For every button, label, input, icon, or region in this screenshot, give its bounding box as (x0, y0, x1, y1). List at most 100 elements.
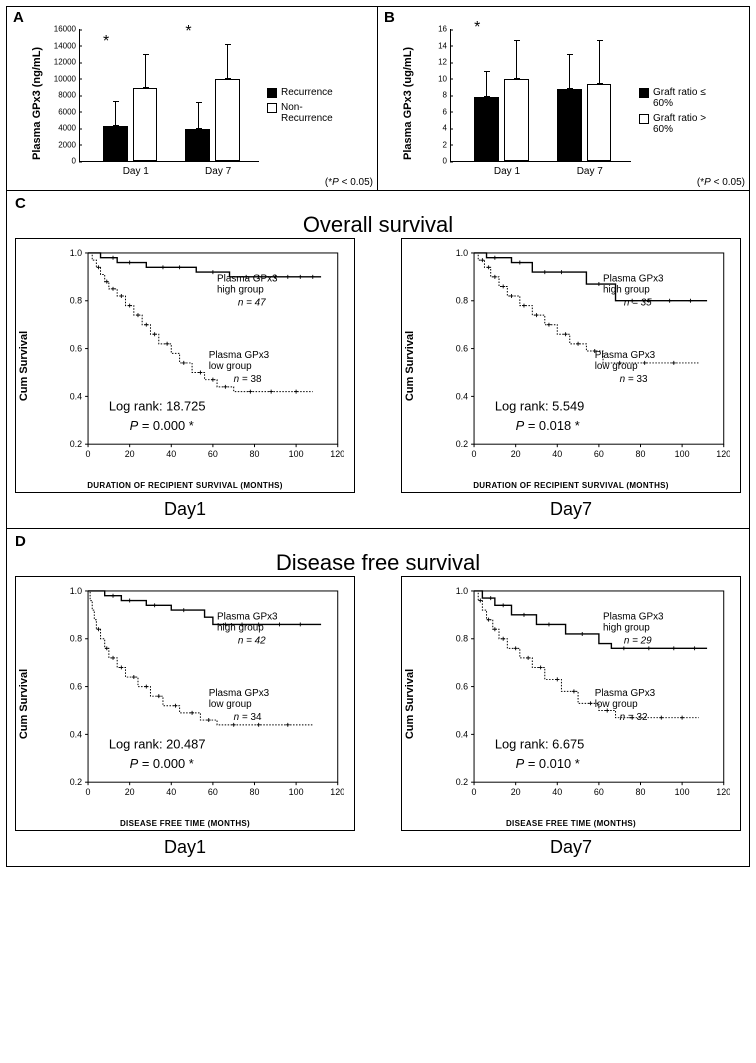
km-ylabel: Cum Survival (18, 668, 30, 738)
svg-text:Plasma GPx3low group: Plasma GPx3low group (595, 350, 656, 372)
svg-text:Plasma GPx3low group: Plasma GPx3low group (209, 350, 270, 372)
svg-text:P = 0.010 *: P = 0.010 * (516, 756, 580, 771)
panel-c: C Overall survival Cum Survival0.20.40.6… (6, 191, 750, 529)
bar-a-note: (*P < 0.05) (325, 177, 373, 188)
km-svg: 0.20.40.60.81.0020406080100120Plasma GPx… (444, 249, 730, 464)
svg-text:P = 0.018 *: P = 0.018 * (516, 418, 580, 433)
bar-chart-a: Plasma GPx3 (ng/mL) 02000400060008000100… (29, 23, 369, 184)
svg-text:60: 60 (594, 787, 604, 797)
km-plot-outer: Cum Survival0.20.40.60.81.00204060801001… (401, 238, 741, 493)
svg-text:n = 35: n = 35 (624, 298, 652, 309)
svg-text:120: 120 (330, 449, 344, 459)
panel-a: A Plasma GPx3 (ng/mL) 020004000600080001… (6, 6, 378, 191)
ytick: 10 (417, 74, 447, 83)
svg-text:100: 100 (289, 787, 304, 797)
km-box: Cum Survival0.20.40.60.81.00204060801001… (15, 576, 355, 858)
km-xlabel: DURATION OF RECIPIENT SURVIVAL (MONTHS) (16, 481, 354, 490)
panel-c-title: Overall survival (15, 212, 741, 238)
bar (215, 79, 239, 162)
km-xlabel: DISEASE FREE TIME (MONTHS) (402, 819, 740, 828)
bar (587, 84, 612, 161)
svg-text:0.8: 0.8 (70, 634, 82, 644)
km-ylabel: Cum Survival (18, 330, 30, 400)
ytick: 6000 (46, 107, 76, 116)
ytick: 2 (417, 140, 447, 149)
svg-text:Log rank: 6.675: Log rank: 6.675 (495, 737, 584, 752)
bar (557, 89, 582, 161)
bar (133, 88, 157, 161)
svg-text:20: 20 (125, 787, 135, 797)
km-ylabel: Cum Survival (404, 668, 416, 738)
ytick: 12000 (46, 58, 76, 67)
km-box: Cum Survival0.20.40.60.81.00204060801001… (401, 238, 741, 520)
signif-star: * (185, 23, 191, 41)
bar-chart-b: Plasma GPx3 (ug/mL) 0246810121416*Day 1D… (400, 23, 741, 184)
panel-c-row: Cum Survival0.20.40.60.81.00204060801001… (15, 238, 741, 520)
svg-text:P = 0.000 *: P = 0.000 * (130, 418, 194, 433)
svg-text:Plasma GPx3low group: Plasma GPx3low group (595, 688, 656, 710)
error-bar (115, 101, 116, 127)
x-category: Day 1 (111, 166, 161, 177)
svg-text:100: 100 (289, 449, 304, 459)
svg-text:Log rank: 18.725: Log rank: 18.725 (109, 399, 206, 414)
ytick: 6 (417, 107, 447, 116)
svg-text:P = 0.000 *: P = 0.000 * (130, 756, 194, 771)
bar (185, 129, 209, 161)
svg-text:40: 40 (166, 787, 176, 797)
bar-legend: RecurrenceNon- Recurrence (267, 87, 369, 128)
svg-text:60: 60 (208, 787, 218, 797)
signif-star: * (103, 33, 109, 51)
svg-text:60: 60 (594, 449, 604, 459)
ytick: 4 (417, 124, 447, 133)
ytick: 16 (417, 25, 447, 34)
km-daylabel: Day7 (401, 837, 741, 858)
svg-text:20: 20 (511, 449, 521, 459)
svg-text:120: 120 (330, 787, 344, 797)
svg-text:Log rank: 20.487: Log rank: 20.487 (109, 737, 206, 752)
svg-text:0.8: 0.8 (456, 296, 468, 306)
svg-text:1.0: 1.0 (70, 249, 82, 258)
error-bar (516, 40, 517, 79)
svg-text:Plasma GPx3high group: Plasma GPx3high group (217, 612, 278, 634)
svg-text:0: 0 (472, 787, 477, 797)
svg-text:0.4: 0.4 (456, 391, 468, 401)
panel-b-letter: B (384, 9, 395, 26)
ytick: 10000 (46, 74, 76, 83)
km-daylabel: Day1 (15, 499, 355, 520)
svg-text:0.2: 0.2 (456, 439, 468, 449)
bar-legend: Graft ratio ≤ 60%Graft ratio > 60% (639, 87, 741, 139)
ytick: 0 (417, 157, 447, 166)
svg-text:40: 40 (552, 449, 562, 459)
panel-d-letter: D (15, 533, 741, 550)
svg-text:n = 42: n = 42 (238, 636, 266, 647)
svg-text:0: 0 (472, 449, 477, 459)
svg-text:n = 29: n = 29 (624, 636, 652, 647)
panel-b: B Plasma GPx3 (ug/mL) 0246810121416*Day … (378, 6, 750, 191)
km-xlabel: DISEASE FREE TIME (MONTHS) (16, 819, 354, 828)
ytick: 12 (417, 58, 447, 67)
svg-text:1.0: 1.0 (456, 249, 468, 258)
error-bar (599, 40, 600, 85)
svg-text:Plasma GPx3high group: Plasma GPx3high group (603, 612, 664, 634)
svg-text:n = 34: n = 34 (234, 712, 262, 723)
svg-text:80: 80 (250, 449, 260, 459)
bar (504, 79, 529, 162)
svg-text:0: 0 (86, 787, 91, 797)
km-box: Cum Survival0.20.40.60.81.00204060801001… (401, 576, 741, 858)
svg-text:Plasma GPx3high group: Plasma GPx3high group (603, 274, 664, 296)
panel-d: D Disease free survival Cum Survival0.20… (6, 529, 750, 867)
km-daylabel: Day7 (401, 499, 741, 520)
km-box: Cum Survival0.20.40.60.81.00204060801001… (15, 238, 355, 520)
x-category: Day 7 (565, 166, 615, 177)
ytick: 8000 (46, 91, 76, 100)
svg-text:1.0: 1.0 (70, 587, 82, 596)
km-svg: 0.20.40.60.81.0020406080100120Plasma GPx… (444, 587, 730, 802)
bar-b-ylabel: Plasma GPx3 (ug/mL) (400, 23, 416, 184)
svg-text:n = 33: n = 33 (620, 374, 648, 385)
svg-text:0.2: 0.2 (70, 777, 82, 787)
bar (474, 97, 499, 161)
svg-text:0.4: 0.4 (70, 729, 82, 739)
svg-text:1.0: 1.0 (456, 587, 468, 596)
ytick: 2000 (46, 140, 76, 149)
svg-text:80: 80 (636, 787, 646, 797)
